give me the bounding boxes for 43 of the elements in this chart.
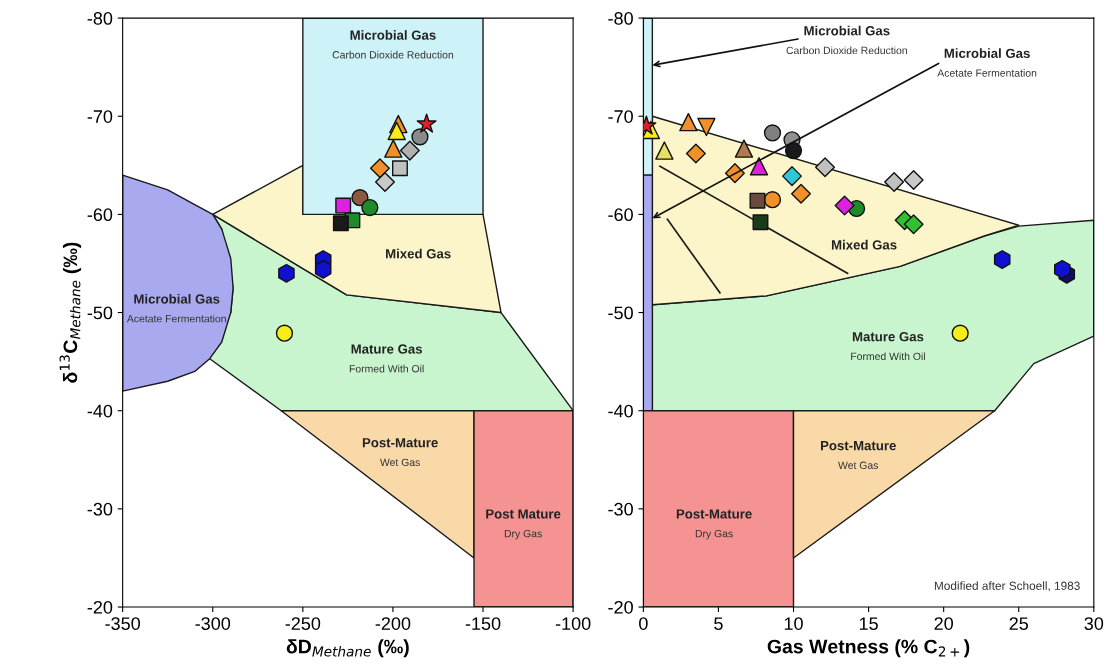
annotation: Post-Mature Wet Gas (820, 441, 896, 469)
annotation: Mixed Gas (386, 248, 451, 259)
y-tick-label: -20 (608, 600, 633, 614)
annotation: Microbial Gas Carbon Dioxide Reduction (332, 30, 454, 59)
y-tick-label: -40 (87, 404, 113, 418)
x-tick-label: 10 (784, 617, 803, 630)
annotation: Microbial Gas Acetate Fermentation (126, 293, 226, 323)
y-tick-label: -70 (87, 110, 113, 123)
y-tick-label: -70 (608, 110, 633, 123)
y-tick-label: -20 (87, 600, 113, 614)
annotation: Mature Gas Formed With Oil (349, 344, 424, 373)
annotation: Mature Gas Formed With Oil (851, 331, 925, 361)
x-tick-label: -100 (555, 617, 591, 630)
annotation: Post Mature Dry Gas (486, 509, 561, 540)
y-tick-label: -60 (87, 208, 113, 222)
x-tick-label: -150 (465, 617, 501, 630)
x-tick-label: 20 (934, 617, 953, 630)
y-tick-label: -50 (608, 306, 633, 320)
x-tick-label: -300 (195, 617, 231, 630)
y-tick-label: -30 (608, 502, 633, 516)
x-tick-label: 15 (859, 617, 878, 630)
annotation: Mixed Gas (831, 239, 897, 250)
y-tick-label: -80 (608, 12, 633, 25)
x-tick-label: -250 (285, 617, 321, 630)
annotation: Post-Mature Wet Gas (362, 438, 438, 467)
y-tick-label: -60 (608, 208, 633, 222)
y-tick-label: -40 (608, 404, 633, 418)
annotation: Post-Mature Dry Gas (676, 509, 752, 540)
annotation: Microbial Gas Acetate Fermentation (937, 48, 1037, 77)
x-axis-title: Gas Wetness (% C$_{2+}$) (767, 639, 970, 658)
x-tick-label: -350 (105, 617, 141, 630)
x-tick-label: 5 (714, 617, 723, 630)
y-tick-label: -30 (87, 502, 113, 516)
annotation: Modified after Schoell, 1983 (934, 581, 1080, 592)
y-tick-label: -50 (87, 306, 113, 320)
x-tick-label: 25 (1009, 617, 1029, 630)
y-axis-title: δ$^{13}$C$_{Methane}$ (‰) (59, 242, 82, 383)
annotation: Microbial Gas Carbon Dioxide Reduction (786, 25, 907, 55)
x-tick-label: 30 (1084, 617, 1104, 630)
x-tick-label: -200 (375, 617, 411, 630)
x-tick-label: 0 (639, 617, 648, 630)
y-tick-label: -80 (87, 12, 113, 25)
x-axis-title: δD$_{Methane}$ (‰) (286, 639, 409, 658)
